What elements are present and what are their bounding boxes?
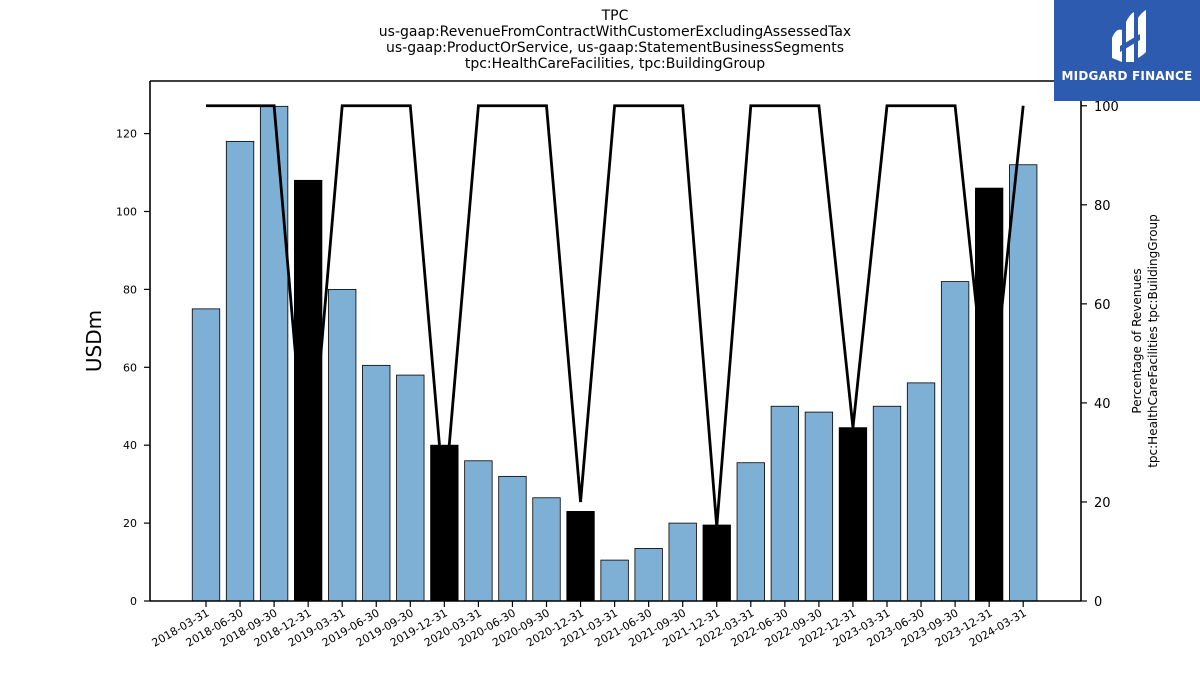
bar <box>668 522 697 602</box>
bar-highlight <box>975 187 1004 602</box>
bar <box>940 281 970 602</box>
bar <box>191 308 221 602</box>
bar <box>872 405 902 602</box>
bar <box>1009 164 1038 602</box>
bar-highlight <box>430 444 459 602</box>
y-tick-label-left: 0 <box>130 595 137 608</box>
title-line: tpc:HealthCareFacilities, tpc:BuildingGr… <box>465 56 765 72</box>
logo-text: MIDGARD FINANCE <box>1061 69 1193 83</box>
y-tick-label-left: 100 <box>116 205 137 218</box>
y-tick-label-left: 120 <box>116 128 137 141</box>
bar <box>634 548 663 602</box>
bar <box>362 364 391 602</box>
y-axis-label-left: USDm <box>82 310 106 372</box>
y-ticks-left: 0 20 40 60 80 100 120 <box>116 128 150 608</box>
x-ticks: 2018-03-312018-06-302018-09-302018-12-31… <box>150 601 1029 650</box>
y-tick-label-left: 40 <box>123 439 137 452</box>
y-tick-label-right: 60 <box>1094 298 1111 313</box>
bar <box>464 460 493 602</box>
y-tick-label-left: 80 <box>123 283 137 296</box>
logo-mark-icon <box>1112 10 1146 62</box>
bar <box>532 497 561 602</box>
y-tick-label-right: 40 <box>1094 397 1111 412</box>
bar <box>600 559 629 602</box>
bar <box>736 462 765 602</box>
y-tick-label-left: 20 <box>123 517 137 530</box>
axes <box>149 80 1082 602</box>
y-tick-label-left: 60 <box>123 361 137 374</box>
bar <box>498 475 527 602</box>
bar <box>259 105 289 602</box>
bar <box>328 288 357 602</box>
bar-highlight <box>566 511 595 602</box>
bar-highlight <box>838 427 868 602</box>
y-tick-label-right: 0 <box>1094 595 1102 610</box>
y-axis-label-right-line: Percentage of Revenues <box>1130 268 1144 413</box>
bar-highlight <box>702 524 731 602</box>
title-line: us-gaap:RevenueFromContractWithCustomerE… <box>379 24 851 40</box>
percentage-line-group <box>206 104 1025 527</box>
percentage-line <box>206 104 1025 527</box>
y-axis-label-right-line: tpc:HealthCareFacilities tpc:BuildingGro… <box>1146 214 1160 468</box>
y-tick-label-right: 100 <box>1094 100 1119 115</box>
bar <box>804 411 834 602</box>
bar <box>396 374 425 602</box>
bar <box>225 140 255 602</box>
bar <box>770 405 799 602</box>
y-axis-label-right: Percentage of Revenues tpc:HealthCareFaci… <box>1130 214 1160 468</box>
y-ticks-right: 0 20 40 60 80 100 <box>1081 100 1119 610</box>
y-tick-label-right: 20 <box>1094 496 1111 511</box>
bar <box>906 382 936 602</box>
bars <box>191 105 1038 602</box>
y-tick-label-right: 80 <box>1094 199 1111 214</box>
chart-title: TPCus-gaap:RevenueFromContractWithCustom… <box>379 8 851 72</box>
title-line: TPC <box>601 8 629 24</box>
midgard-finance-logo: MIDGARD FINANCE <box>1054 0 1200 101</box>
title-line: us-gaap:ProductOrService, us-gaap:Statem… <box>386 40 844 56</box>
